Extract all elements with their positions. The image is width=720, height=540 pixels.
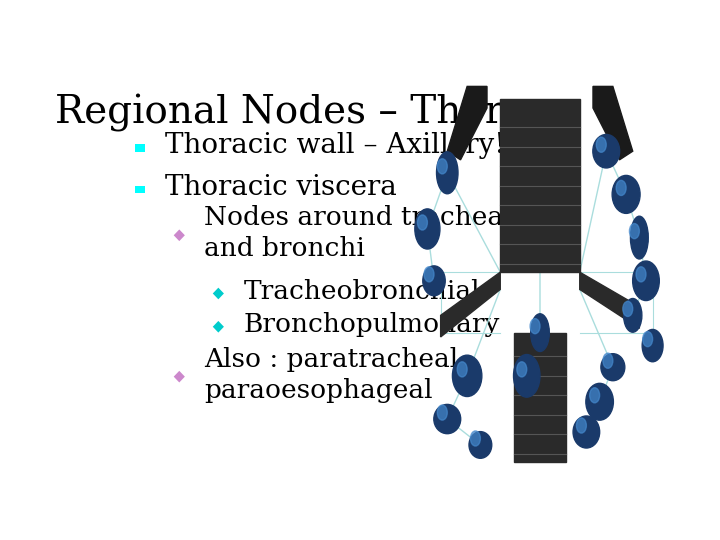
- Polygon shape: [213, 321, 224, 333]
- Ellipse shape: [616, 180, 626, 195]
- Polygon shape: [174, 230, 185, 241]
- Ellipse shape: [612, 176, 640, 213]
- Ellipse shape: [586, 383, 613, 420]
- FancyBboxPatch shape: [135, 186, 145, 193]
- Ellipse shape: [643, 332, 652, 347]
- Ellipse shape: [434, 404, 461, 434]
- Ellipse shape: [517, 362, 527, 377]
- Ellipse shape: [633, 261, 660, 301]
- Ellipse shape: [636, 267, 646, 282]
- Ellipse shape: [424, 267, 434, 282]
- Ellipse shape: [530, 319, 540, 334]
- Polygon shape: [580, 272, 639, 328]
- Ellipse shape: [642, 329, 663, 362]
- Ellipse shape: [577, 418, 586, 433]
- Ellipse shape: [624, 299, 642, 332]
- Text: Thoracic wall – Axillary!: Thoracic wall – Axillary!: [166, 132, 505, 159]
- Ellipse shape: [590, 388, 600, 403]
- Text: Also : paratracheal,
paraoesophageal: Also : paratracheal, paraoesophageal: [204, 347, 467, 403]
- Ellipse shape: [629, 224, 639, 239]
- Polygon shape: [593, 86, 633, 160]
- FancyBboxPatch shape: [135, 144, 145, 152]
- Ellipse shape: [603, 353, 613, 368]
- Ellipse shape: [452, 355, 482, 396]
- Ellipse shape: [415, 209, 440, 249]
- Ellipse shape: [531, 314, 549, 352]
- Polygon shape: [441, 272, 500, 337]
- Ellipse shape: [437, 159, 447, 174]
- Ellipse shape: [436, 152, 458, 194]
- Text: Thoracic viscera: Thoracic viscera: [166, 174, 397, 201]
- Ellipse shape: [631, 216, 648, 259]
- Ellipse shape: [593, 134, 620, 168]
- Polygon shape: [447, 86, 487, 160]
- Ellipse shape: [596, 137, 606, 152]
- Text: Tracheobronchial: Tracheobronchial: [243, 279, 480, 304]
- Ellipse shape: [623, 301, 633, 316]
- Polygon shape: [174, 371, 185, 382]
- Text: Regional Nodes – Thorax: Regional Nodes – Thorax: [55, 94, 549, 132]
- Text: Bronchopulmonary: Bronchopulmonary: [243, 312, 500, 337]
- Bar: [513, 333, 567, 462]
- Ellipse shape: [469, 431, 492, 458]
- Ellipse shape: [601, 354, 625, 381]
- Ellipse shape: [457, 362, 467, 377]
- Text: Nodes around trachea
and bronchi: Nodes around trachea and bronchi: [204, 205, 503, 261]
- Bar: [500, 99, 580, 272]
- Ellipse shape: [573, 416, 600, 448]
- Ellipse shape: [513, 355, 540, 397]
- Ellipse shape: [423, 266, 445, 296]
- Ellipse shape: [470, 431, 480, 446]
- Ellipse shape: [437, 405, 447, 420]
- Ellipse shape: [418, 215, 428, 230]
- Polygon shape: [213, 288, 224, 299]
